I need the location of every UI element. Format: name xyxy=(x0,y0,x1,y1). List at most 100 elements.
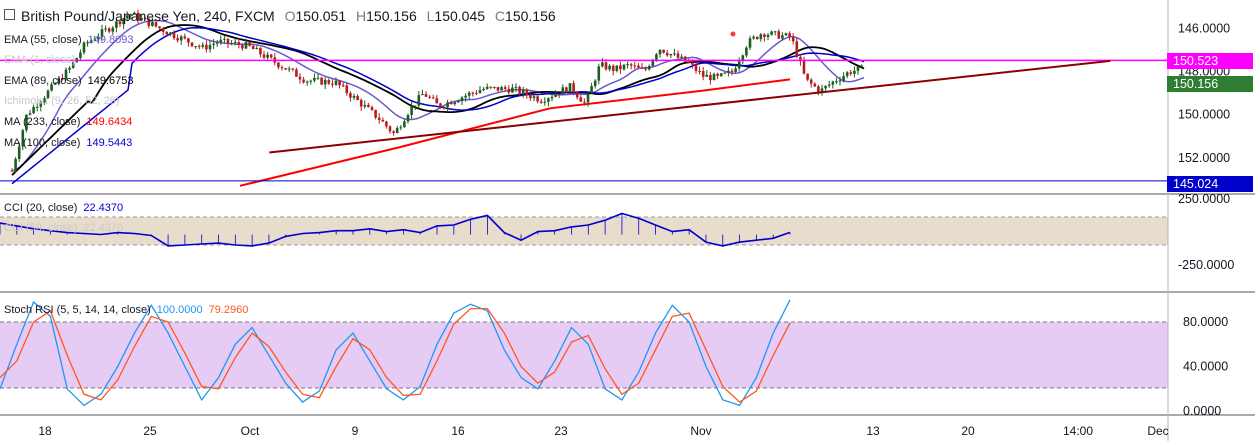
candle-body[interactable] xyxy=(43,98,46,103)
candle-body[interactable] xyxy=(471,92,475,94)
candle-body[interactable] xyxy=(514,86,518,88)
candle-body[interactable] xyxy=(111,27,115,32)
candle-body[interactable] xyxy=(215,42,219,44)
candle-body[interactable] xyxy=(741,55,745,62)
candle-body[interactable] xyxy=(161,28,165,32)
candle-body[interactable] xyxy=(442,107,446,109)
candle-body[interactable] xyxy=(194,46,197,48)
candle-body[interactable] xyxy=(406,114,410,122)
candle-body[interactable] xyxy=(467,92,471,96)
candle-body[interactable] xyxy=(374,109,377,118)
candle-body[interactable] xyxy=(82,42,86,53)
cci-line[interactable] xyxy=(0,212,791,247)
stoch-d-line[interactable] xyxy=(0,307,791,403)
candle-body[interactable] xyxy=(727,70,730,73)
candle-body[interactable] xyxy=(680,56,683,58)
candle-body[interactable] xyxy=(61,78,64,80)
candle-body[interactable] xyxy=(655,54,658,60)
candle-body[interactable] xyxy=(421,94,424,96)
candle-body[interactable] xyxy=(79,52,82,59)
candle-body[interactable] xyxy=(50,84,53,91)
candle-body[interactable] xyxy=(262,54,266,58)
candle-body[interactable] xyxy=(359,100,363,107)
candle-body[interactable] xyxy=(691,62,694,65)
stoch-rsi-lines[interactable] xyxy=(0,299,791,407)
candle-body[interactable] xyxy=(241,44,244,49)
candle-body[interactable] xyxy=(665,52,669,56)
candle-body[interactable] xyxy=(521,89,525,94)
candle-body[interactable] xyxy=(457,101,460,103)
candle-body[interactable] xyxy=(572,83,575,93)
candle-body[interactable] xyxy=(565,87,568,93)
candle-body[interactable] xyxy=(853,70,856,74)
candle-body[interactable] xyxy=(331,83,334,85)
candle-body[interactable] xyxy=(557,94,561,96)
candle-body[interactable] xyxy=(377,117,381,120)
candle-body[interactable] xyxy=(550,96,554,99)
candle-body[interactable] xyxy=(320,77,323,85)
candle-body[interactable] xyxy=(154,22,158,27)
candle-body[interactable] xyxy=(464,95,467,98)
candle-body[interactable] xyxy=(39,102,43,107)
candle-body[interactable] xyxy=(356,96,359,101)
candle-body[interactable] xyxy=(716,73,719,76)
legend-ma-100[interactable]: MA (100, close) 149.5443 xyxy=(4,137,132,149)
candle-body[interactable] xyxy=(183,36,187,39)
candle-body[interactable] xyxy=(529,95,532,99)
candle-body[interactable] xyxy=(763,34,766,37)
legend-cci-50[interactable]: CCI (50, close) 22.4370 xyxy=(4,222,123,234)
candle-body[interactable] xyxy=(611,65,615,71)
candle-body[interactable] xyxy=(410,105,413,115)
candle-body[interactable] xyxy=(554,94,557,97)
candle-body[interactable] xyxy=(118,21,122,25)
candle-body[interactable] xyxy=(860,65,863,67)
candle-body[interactable] xyxy=(511,87,514,93)
candle-body[interactable] xyxy=(532,96,536,99)
candle-body[interactable] xyxy=(428,96,431,98)
candle-body[interactable] xyxy=(845,72,849,77)
candle-body[interactable] xyxy=(446,102,449,108)
candle-body[interactable] xyxy=(104,28,107,30)
candle-body[interactable] xyxy=(500,87,503,91)
candle-body[interactable] xyxy=(673,53,676,55)
candle-body[interactable] xyxy=(417,95,421,106)
candle-body[interactable] xyxy=(629,64,633,66)
candle-body[interactable] xyxy=(575,92,579,98)
candle-body[interactable] xyxy=(399,127,403,129)
candle-body[interactable] xyxy=(626,64,629,66)
candle-body[interactable] xyxy=(633,65,637,67)
candle-body[interactable] xyxy=(518,86,521,94)
candle-body[interactable] xyxy=(766,34,770,37)
candle-body[interactable] xyxy=(759,34,763,39)
symbol-title[interactable]: British Pound/Japanese Yen, 240, FXCM xyxy=(21,8,275,24)
candle-body[interactable] xyxy=(601,62,604,67)
legend-ichimoku[interactable]: Ichimoku (9, 26, 52, 26) xyxy=(4,95,126,107)
candle-body[interactable] xyxy=(824,85,827,89)
candle-body[interactable] xyxy=(100,29,104,37)
candle-body[interactable] xyxy=(604,62,608,70)
candle-body[interactable] xyxy=(583,101,586,103)
candle-body[interactable] xyxy=(201,44,205,47)
candle-body[interactable] xyxy=(32,106,35,114)
stoch-k-line[interactable] xyxy=(0,299,791,407)
candle-body[interactable] xyxy=(158,26,161,29)
candle-body[interactable] xyxy=(349,93,352,98)
candle-body[interactable] xyxy=(17,146,21,159)
candle-body[interactable] xyxy=(482,88,485,91)
collapse-icon[interactable] xyxy=(4,9,15,20)
candle-body[interactable] xyxy=(133,12,136,15)
candle-body[interactable] xyxy=(849,72,853,74)
candle-body[interactable] xyxy=(662,49,665,53)
candle-body[interactable] xyxy=(284,68,287,70)
candle-body[interactable] xyxy=(71,62,75,68)
candle-body[interactable] xyxy=(543,101,547,103)
candle-body[interactable] xyxy=(644,68,647,70)
candle-body[interactable] xyxy=(485,86,489,89)
candle-body[interactable] xyxy=(179,36,183,41)
candle-body[interactable] xyxy=(107,28,111,32)
candle-body[interactable] xyxy=(302,79,305,83)
candle-body[interactable] xyxy=(590,86,593,94)
legend-ma-233[interactable]: MA (233, close) 149.6434 xyxy=(4,116,132,128)
candle-body[interactable] xyxy=(280,67,284,69)
